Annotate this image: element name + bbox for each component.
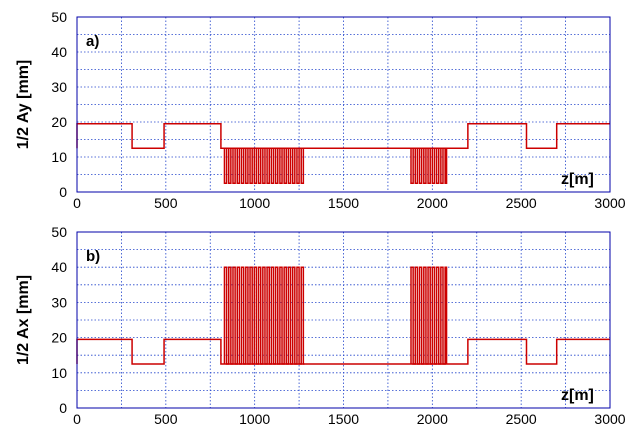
x-tick-label: 0 xyxy=(73,411,81,424)
panel-b-z-label: z[m] xyxy=(561,387,594,404)
x-tick-label: 0 xyxy=(73,195,81,211)
series-line xyxy=(410,147,448,184)
x-tick-label: 3000 xyxy=(594,411,625,424)
series-line xyxy=(76,123,610,149)
series-line xyxy=(410,266,448,365)
x-tick-label: 2000 xyxy=(417,411,448,424)
panel-a-frame xyxy=(76,16,611,193)
x-tick-label: 1000 xyxy=(239,195,270,211)
y-tick-label: 40 xyxy=(51,44,67,60)
y-tick-label: 50 xyxy=(51,9,67,25)
panel-b-y-axis-label: 1/2 Ax [mm] xyxy=(15,275,32,365)
x-tick-label: 2000 xyxy=(417,195,448,211)
x-tick-label: 2500 xyxy=(506,411,537,424)
panel-b-label: b) xyxy=(86,248,100,265)
x-tick-label: 500 xyxy=(154,195,178,211)
x-tick-label: 1000 xyxy=(239,411,270,424)
panel-b-grid xyxy=(77,232,610,408)
series-line xyxy=(223,147,305,184)
panel-a-label: a) xyxy=(86,33,99,50)
panel-b-line xyxy=(76,266,610,365)
x-tick-label: 1500 xyxy=(328,411,359,424)
y-tick-label: 20 xyxy=(51,330,67,346)
panel-a-y-tick-labels: 0 10 20 30 40 50 xyxy=(51,9,67,200)
panel-b-frame xyxy=(76,231,611,409)
panel-b-x-tick-labels: 0 500 1000 1500 2000 2500 3000 xyxy=(73,411,626,424)
x-tick-label: 500 xyxy=(154,411,178,424)
x-tick-label: 3000 xyxy=(594,195,625,211)
panel-a-line xyxy=(76,123,610,184)
panel-a-grid xyxy=(77,17,610,192)
panel-a-y-axis-label: 1/2 Ay [mm] xyxy=(15,60,32,150)
y-tick-label: 20 xyxy=(51,114,67,130)
series-line xyxy=(223,266,305,365)
panel-a-x-tick-labels: 0 500 1000 1500 2000 2500 3000 xyxy=(73,195,626,211)
series-line xyxy=(76,338,610,365)
x-tick-label: 1500 xyxy=(328,195,359,211)
y-tick-label: 0 xyxy=(59,400,67,416)
y-tick-label: 10 xyxy=(51,149,67,165)
panel-a-z-label: z[m] xyxy=(561,171,594,188)
y-tick-label: 0 xyxy=(59,184,67,200)
y-tick-label: 50 xyxy=(51,224,67,240)
x-tick-label: 2500 xyxy=(506,195,537,211)
y-tick-label: 30 xyxy=(51,294,67,310)
y-tick-label: 40 xyxy=(51,259,67,275)
y-tick-label: 10 xyxy=(51,365,67,381)
y-tick-label: 30 xyxy=(51,79,67,95)
panel-b-y-tick-labels: 0 10 20 30 40 50 xyxy=(51,224,67,416)
